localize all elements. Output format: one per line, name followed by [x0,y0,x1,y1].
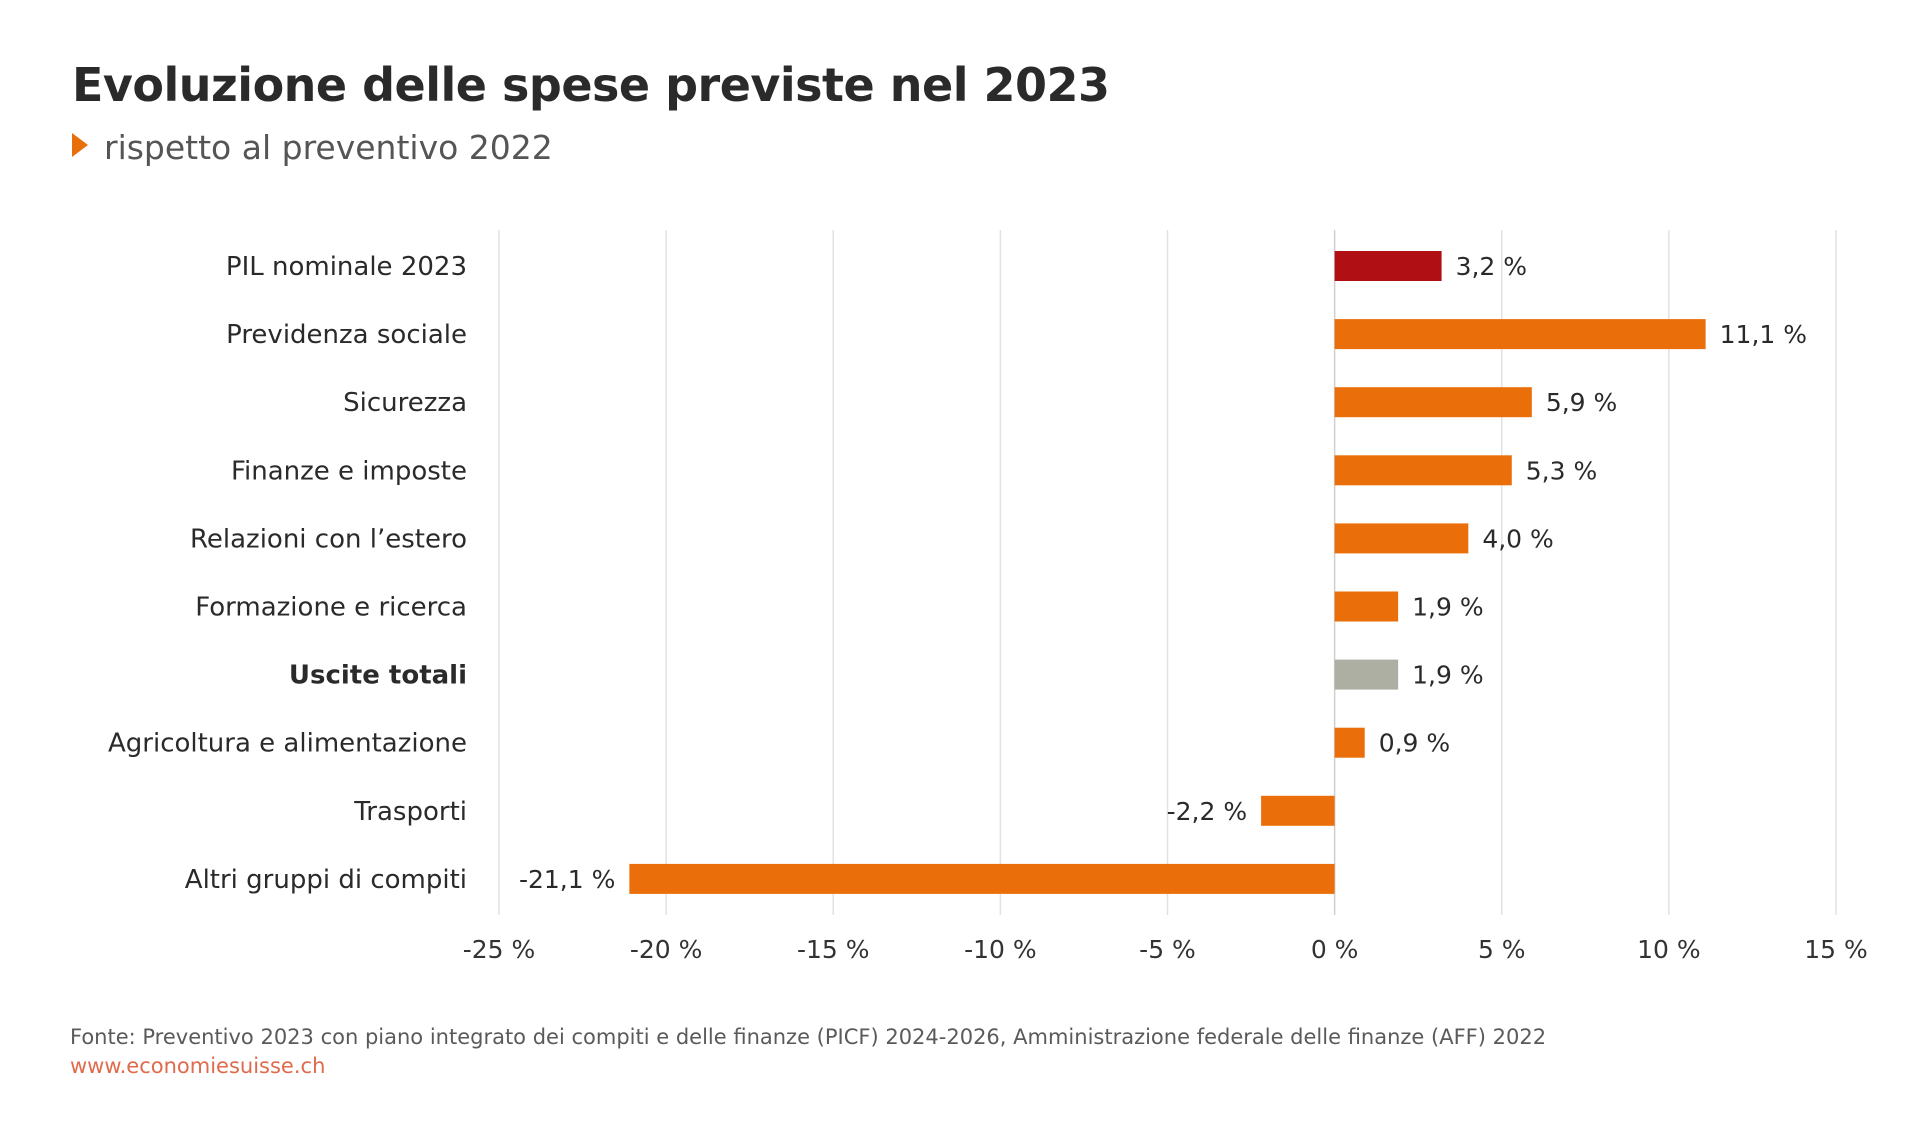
x-tick-label: -20 % [630,935,703,964]
category-labels: PIL nominale 2023 Previdenza sociale Sicur… [108,252,467,895]
x-tick-label: 0 % [1311,935,1359,964]
source-url-link[interactable]: www.economiesuisse.ch [70,1054,326,1078]
chart-title: Evoluzione delle spese previste nel 2023 [72,58,1110,112]
bar [1334,659,1399,690]
triangle-bullet-icon [72,133,88,157]
x-tick-label: -5 % [1139,935,1196,964]
x-tick-label: 5 % [1478,935,1526,964]
value-label: -2,2 % [1167,797,1247,826]
category-label: Finanze e imposte [231,456,467,486]
x-tick-label: 15 % [1804,935,1868,964]
category-label: Agricoltura e alimentazione [108,729,467,759]
category-label: Relazioni con l’estero [190,524,467,554]
category-label: Previdenza sociale [226,320,467,350]
x-tick-label: -25 % [463,935,536,964]
category-label: Trasporti [353,797,467,827]
bar [1334,251,1442,281]
value-labels: 3,2 % 11,1 % 5,9 % 5,3 % 4,0 % 1,9 % 1,9 % 0,9 … [519,252,1807,894]
chart-subtitle-text: rispetto al preventivo 2022 [104,128,553,167]
value-label: 4,0 % [1482,524,1553,553]
value-label: 11,1 % [1720,320,1807,349]
bar [1261,795,1335,826]
bar [629,863,1335,894]
value-label: 5,9 % [1546,388,1617,417]
x-tick-labels: -25 % -20 % -15 % -10 % -5 % 0 % 5 % 10 % 15 % [463,935,1868,964]
bar-chart: PIL nominale 2023 Previdenza sociale Sicur… [108,230,1868,964]
value-label: 0,9 % [1379,729,1450,758]
value-label: 5,3 % [1526,456,1597,485]
category-label: Altri gruppi di compiti [185,865,467,895]
bars [629,251,1706,894]
bar [1334,319,1706,350]
value-label: 1,9 % [1412,593,1483,622]
bar [1334,727,1365,758]
chart-subtitle: rispetto al preventivo 2022 [72,128,553,167]
value-label: -21,1 % [519,865,615,894]
bar [1334,455,1512,486]
x-tick-label: 10 % [1637,935,1701,964]
x-tick-label: -15 % [797,935,870,964]
x-tick-label: -10 % [964,935,1037,964]
category-label: Sicurezza [343,388,467,418]
category-label: Formazione e ricerca [195,593,467,623]
value-label: 3,2 % [1456,252,1527,281]
bar [1334,523,1469,554]
category-label: Uscite totali [289,661,467,691]
bar [1334,387,1532,418]
category-label: PIL nominale 2023 [226,252,467,282]
source-note: Fonte: Preventivo 2023 con piano integra… [70,1025,1547,1049]
value-label: 1,9 % [1412,661,1483,690]
bar [1334,591,1399,622]
